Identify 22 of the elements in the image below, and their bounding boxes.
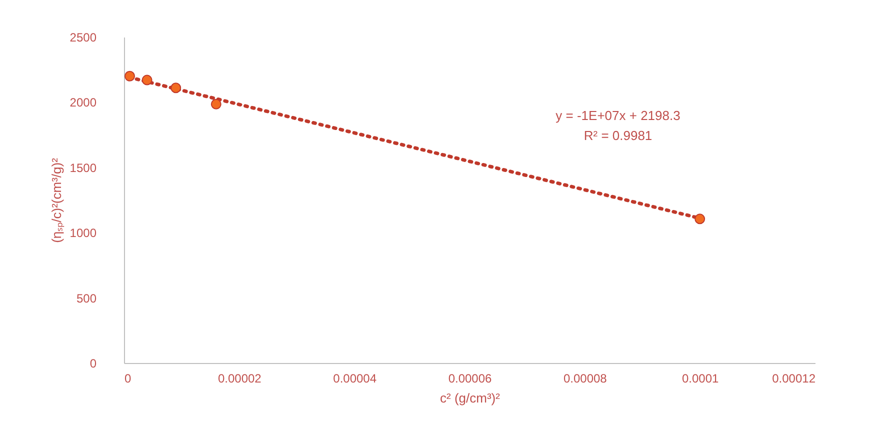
x-tick-label: 0.00008: [563, 372, 608, 386]
y-tick-label: 2000: [70, 96, 97, 110]
y-tick-label: 2500: [70, 30, 97, 44]
x-tick-label: 0: [124, 372, 132, 386]
y-tick-label: 0: [90, 356, 97, 370]
annotation: R² = 0.9981: [584, 128, 652, 143]
x-tick-label: 0.00006: [448, 372, 492, 386]
x-tick-label: 0.00002: [218, 372, 262, 386]
x-axis-title: c² (g/cm³)²: [440, 390, 501, 406]
point: [142, 74, 152, 86]
annotation: y = -1E+07x + 2198.3: [556, 108, 680, 123]
point: [210, 98, 222, 110]
y-tick-label: 1000: [70, 226, 97, 240]
y-tick-label: 500: [76, 291, 97, 306]
point: [124, 70, 135, 82]
point: [694, 214, 706, 224]
point: [170, 82, 182, 94]
x-tick-label: 0.0001: [682, 372, 720, 386]
y-axis-title: (ηₛₚ/c)²(cm³/g)²: [48, 157, 65, 243]
x-tick-label: 0.00004: [333, 372, 377, 386]
x-tick-label: 0.00012: [772, 372, 816, 386]
y-tick-label: 1500: [70, 160, 97, 175]
